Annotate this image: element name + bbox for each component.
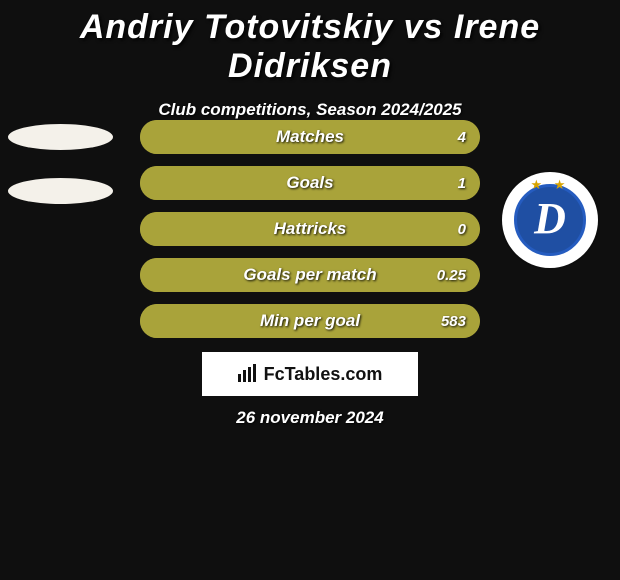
stat-row: Min per goal583 <box>140 304 480 338</box>
date-line: 26 november 2024 <box>0 408 620 428</box>
left-player-pill <box>8 124 113 150</box>
brand-link[interactable]: FcTables.com <box>202 352 418 396</box>
stat-row: Hattricks0 <box>140 212 480 246</box>
chart-icon <box>238 364 258 387</box>
stat-value-right: 0.25 <box>437 267 466 284</box>
stat-bar-right <box>140 120 480 154</box>
stat-value-right: 4 <box>458 129 466 146</box>
stat-bar-right <box>140 166 480 200</box>
stat-value-right: 0 <box>458 221 466 238</box>
page-title: Andriy Totovitskiy vs Irene Didriksen <box>0 0 620 86</box>
left-player-pill <box>8 178 113 204</box>
badge-stars-icon: ★ ★ <box>531 177 570 193</box>
stat-bar-right <box>140 212 480 246</box>
stat-value-right: 583 <box>441 313 466 330</box>
stat-bar-right <box>140 258 480 292</box>
badge-crest: D <box>514 184 586 256</box>
subtitle: Club competitions, Season 2024/2025 <box>0 100 620 120</box>
stat-value-right: 1 <box>458 175 466 192</box>
badge-letter: D <box>534 193 566 244</box>
brand-text: FcTables.com <box>264 364 383 385</box>
stat-row: Goals1 <box>140 166 480 200</box>
stat-bar-right <box>140 304 480 338</box>
stat-row: Goals per match0.25 <box>140 258 480 292</box>
stat-row: Matches4 <box>140 120 480 154</box>
club-badge: ★ ★ D <box>502 172 598 268</box>
